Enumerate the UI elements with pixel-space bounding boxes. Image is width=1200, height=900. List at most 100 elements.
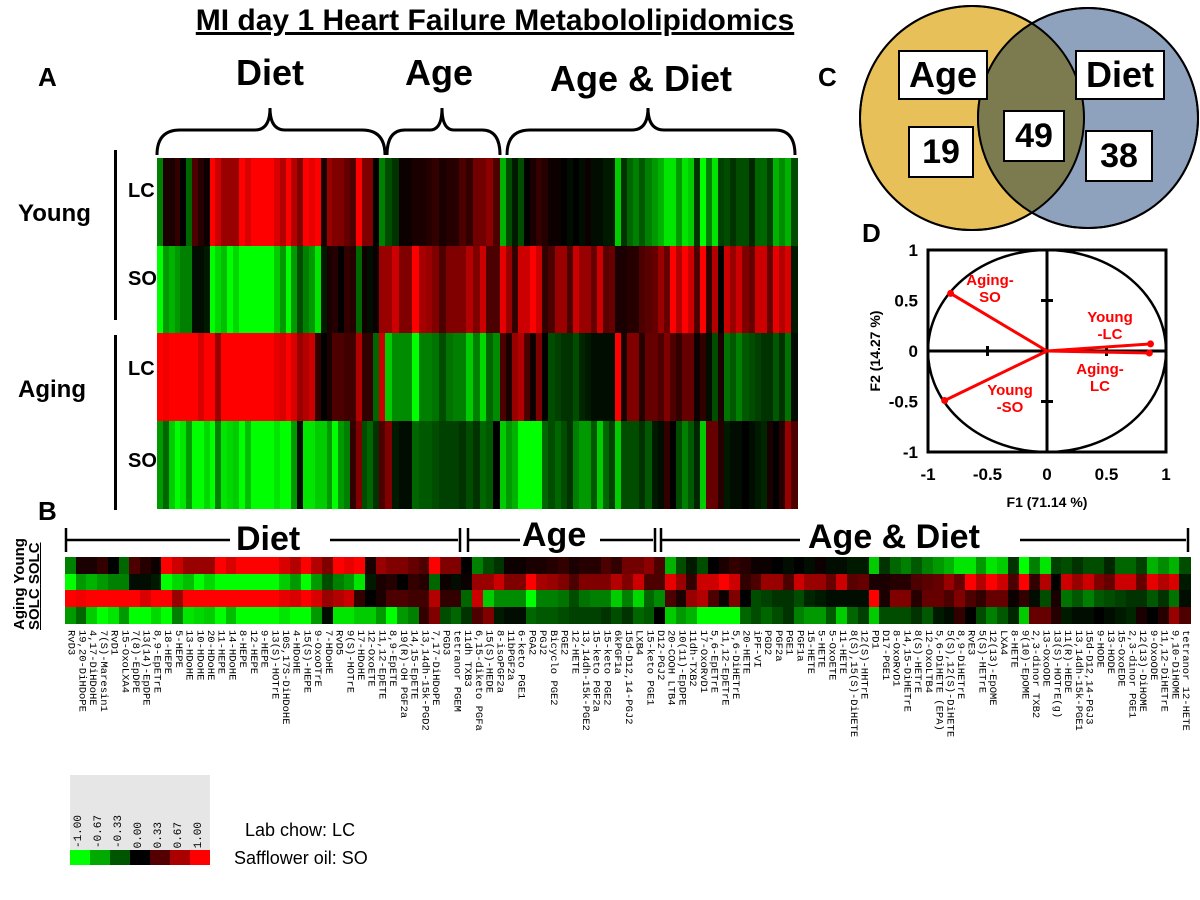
heatmap-b-cell xyxy=(654,557,666,575)
heatmap-a-cell xyxy=(338,158,345,246)
heatmap-a-cell xyxy=(669,333,677,421)
heatmap-a-cell xyxy=(486,420,494,509)
heatmap-a-cell xyxy=(425,420,433,509)
heatmap-b-cell xyxy=(407,590,420,608)
heatmap-a-cell xyxy=(530,420,537,509)
heatmap-b-cell xyxy=(1061,590,1073,608)
heatmap-a-cell xyxy=(168,420,176,509)
colorbar-tick: 0.33 xyxy=(153,821,165,848)
heatmap-a-cell xyxy=(349,158,357,246)
heatmap-a-cell xyxy=(203,420,211,509)
heatmap-a-cell xyxy=(459,420,467,509)
heatmap-b-cell xyxy=(729,606,741,624)
heatmap-a-cell xyxy=(186,420,193,509)
heatmap-b-cell xyxy=(140,557,152,575)
heatmap-b-cell xyxy=(290,590,302,608)
heatmap-b-cell xyxy=(622,557,634,575)
heatmap-a-cell xyxy=(486,158,494,246)
heatmap-a-cell xyxy=(227,333,234,421)
heatmap-b-cell xyxy=(236,557,248,575)
panel-label-d: D xyxy=(862,218,881,248)
heatmap-b-cell xyxy=(418,606,430,624)
heatmap-a-cell xyxy=(391,245,400,334)
column-label: 13,14dh-15k-PGE1 xyxy=(1071,630,1084,731)
vector-label: Young xyxy=(1087,309,1133,326)
heatmap-a-cell xyxy=(349,333,357,421)
heatmap-b-cell xyxy=(718,590,730,608)
heatmap-a-cell xyxy=(338,333,345,421)
column-label: 4,17-DiHDoHE xyxy=(86,630,99,706)
heatmap-b-cell xyxy=(622,573,634,591)
heatmap-a-cell xyxy=(742,245,750,334)
heatmap-a-cell xyxy=(256,158,263,246)
y-tick-label: 0.5 xyxy=(894,292,918,311)
heatmap-a-cell xyxy=(609,333,616,421)
heatmap-b-cell xyxy=(354,606,366,624)
heatmap-a-cell xyxy=(412,158,420,246)
heatmap-b-cell xyxy=(815,590,827,608)
heatmap-b-cell xyxy=(386,573,398,591)
heatmap-b-cell xyxy=(536,606,548,624)
heatmap-a-cell xyxy=(192,245,199,334)
heatmap-a-cell xyxy=(250,420,257,509)
heatmap-a-cell xyxy=(279,333,287,421)
column-label: tetranor 12-HETE xyxy=(1178,630,1191,731)
heatmap-a-cell xyxy=(566,158,574,246)
column-label: 12(13)-DiHOME xyxy=(1136,630,1149,712)
heatmap-a-cell xyxy=(524,158,531,246)
heatmap-b-cell xyxy=(1007,573,1020,591)
heatmap-a-cell xyxy=(790,333,798,421)
column-label: 9-HODE xyxy=(1093,630,1106,668)
heatmap-b-cell xyxy=(890,606,902,624)
heatmap-a-cell xyxy=(326,158,333,246)
loading-vector xyxy=(1046,342,1151,353)
heatmap-a-cell xyxy=(518,158,525,246)
column-label: 12-HETE xyxy=(568,630,581,675)
heatmap-a-cell xyxy=(639,158,647,246)
heatmap-a-cell xyxy=(256,245,263,334)
heatmap-a-cell xyxy=(493,420,501,509)
heatmap-a-cell xyxy=(168,333,176,421)
heatmap-b-cell xyxy=(429,606,441,624)
heatmap-a-cell xyxy=(493,333,501,421)
heatmap-a-cell xyxy=(303,420,310,509)
heatmap-b-cell xyxy=(922,606,934,624)
heatmap-a-cell xyxy=(742,333,750,421)
heatmap-b-cell xyxy=(772,557,784,575)
heatmap-a-cell xyxy=(506,245,513,334)
heatmap-b-cell xyxy=(215,590,227,608)
heatmap-a-cell xyxy=(633,333,640,421)
heatmap-b-cell xyxy=(65,590,77,608)
column-label: 15d-D12,14-PGJ2 xyxy=(621,630,634,725)
heatmap-a-cell xyxy=(472,333,481,421)
heatmap-a-cell xyxy=(748,333,756,421)
heatmap-a-cell xyxy=(452,420,460,509)
venn-count-diet-only: 38 xyxy=(1085,130,1153,182)
heatmap-a-cell xyxy=(373,420,380,509)
heatmap-b-cell xyxy=(193,606,205,624)
heatmap-a-cell xyxy=(459,158,467,246)
heatmap-b-cell xyxy=(997,606,1009,624)
heatmap-a-cell xyxy=(309,245,316,334)
heatmap-b-cell xyxy=(836,606,848,624)
heatmap-b-cell xyxy=(504,590,516,608)
heatmap-b-cell xyxy=(97,573,109,591)
heatmap-b-cell xyxy=(675,557,688,575)
heatmap-b-cell xyxy=(525,557,538,575)
heatmap-a-cell xyxy=(385,245,393,334)
heatmap-b-cell xyxy=(386,557,398,575)
row-label-aging-lc-b: LC xyxy=(26,588,43,609)
column-label: 5,6-EpETrE xyxy=(707,630,720,694)
heatmap-a-cell xyxy=(452,333,460,421)
heatmap-b-cell xyxy=(675,573,688,591)
heatmap-b-cell xyxy=(707,606,720,624)
heatmap-b-cell xyxy=(836,590,848,608)
column-label: 9(10)-EpOME xyxy=(1018,630,1031,700)
heatmap-b-cell xyxy=(1136,573,1148,591)
heatmap-b-cell xyxy=(686,606,698,624)
heatmap-b-cell xyxy=(825,590,838,608)
heatmap-a-cell xyxy=(736,158,744,246)
heatmap-b-cell xyxy=(857,573,870,591)
heatmap-b-cell xyxy=(772,573,784,591)
heatmap-b-cell xyxy=(868,590,880,608)
